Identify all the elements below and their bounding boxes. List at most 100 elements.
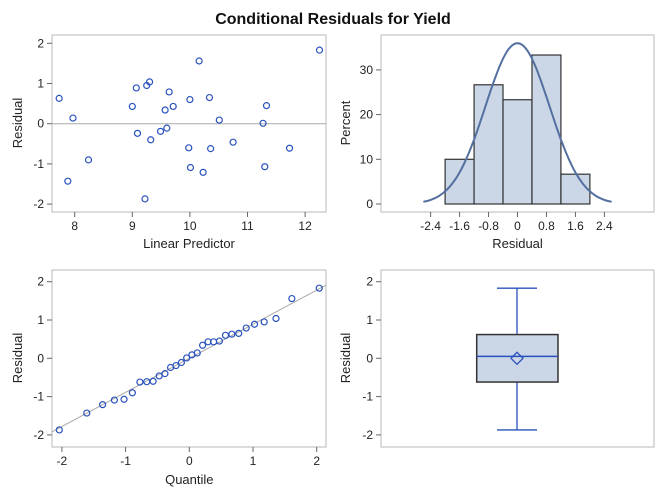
data-point (259, 119, 267, 127)
data-point (132, 84, 140, 92)
y-tick-label: 0 (366, 197, 373, 211)
x-tick-label: -1 (120, 454, 131, 468)
data-point (186, 163, 195, 172)
x-tick-label: 0 (514, 219, 521, 233)
qq-point (215, 337, 224, 345)
y-tick-label: 2 (37, 275, 44, 289)
qq-point (198, 341, 207, 349)
qq-point (172, 361, 180, 370)
y-axis-label: Residual (10, 98, 25, 149)
y-tick-label: -2 (33, 197, 44, 211)
qq-point (128, 389, 137, 397)
mean-diamond-marker (510, 351, 524, 366)
x-tick-label: 0 (186, 454, 193, 468)
y-tick-label: 1 (37, 313, 44, 327)
x-tick-label: 2 (313, 454, 320, 468)
qq-point (183, 354, 191, 362)
data-point (205, 93, 214, 102)
data-point (195, 57, 203, 65)
data-point (186, 95, 194, 104)
y-tick-label: 10 (360, 152, 374, 166)
qq-point (315, 284, 323, 292)
histogram-bar (531, 54, 562, 205)
data-point (145, 78, 154, 86)
qq-point (161, 370, 169, 378)
x-tick-label: 1 (250, 454, 257, 468)
data-point (199, 168, 207, 176)
histogram-bar (502, 99, 533, 205)
data-point (169, 102, 177, 111)
y-axis-label: Residual (10, 333, 25, 384)
data-point (156, 127, 165, 135)
qq-point (149, 377, 157, 385)
y-tick-label: 1 (366, 313, 373, 327)
x-tick-label: -2 (57, 454, 68, 468)
x-tick-label: 12 (298, 219, 312, 233)
normal-density-curve (423, 42, 612, 203)
qq-point (177, 358, 185, 367)
data-point (285, 144, 294, 152)
data-point (185, 144, 193, 152)
y-tick-label: 2 (37, 36, 44, 50)
data-point (165, 88, 173, 96)
y-tick-label: 0 (366, 351, 373, 365)
y-tick-label: 20 (360, 108, 374, 122)
data-point (207, 145, 215, 153)
x-tick-label: 11 (241, 219, 254, 233)
y-tick-label: -1 (362, 390, 373, 404)
qq-plot: -2 -1 0 1 2 Residual -2 -1 0 1 2 Quantile (10, 269, 327, 487)
qq-point (228, 330, 236, 338)
y-tick-label: 0 (37, 117, 44, 131)
residual-boxplot: -2 -1 0 1 2 Residual (338, 269, 655, 448)
panel-title: Conditional Residuals for Yield (215, 11, 451, 28)
data-point (64, 177, 72, 185)
qq-point (288, 294, 296, 303)
y-tick-label: 1 (37, 77, 44, 91)
data-point (128, 102, 136, 111)
qq-point (83, 409, 91, 417)
qq-point (242, 324, 250, 332)
x-tick-label: 1.6 (567, 219, 584, 233)
y-tick-label: -1 (33, 390, 44, 404)
x-tick-label: 0.8 (538, 219, 555, 233)
y-tick-label: -2 (33, 428, 44, 442)
qq-point (250, 320, 259, 328)
qq-point (260, 318, 268, 326)
x-tick-label: -0.8 (478, 219, 499, 233)
data-point (141, 195, 149, 203)
x-axis-label: Residual (492, 236, 543, 251)
data-point (261, 163, 269, 171)
x-tick-label: 10 (183, 219, 197, 233)
y-axis-label: Residual (338, 333, 353, 384)
data-point (161, 106, 169, 114)
x-tick-label: 9 (129, 219, 136, 233)
qq-point (120, 395, 128, 403)
x-axis-label: Linear Predictor (143, 236, 235, 251)
x-tick-label: -1.6 (449, 219, 470, 233)
data-point (262, 102, 271, 110)
histogram-bar (473, 84, 504, 205)
data-point (215, 116, 223, 124)
x-tick-label: 2.4 (596, 219, 613, 233)
y-tick-label: -2 (362, 428, 373, 442)
data-point (163, 124, 171, 132)
qq-point (221, 331, 230, 339)
y-tick-label: 0 (37, 351, 44, 365)
data-point (84, 156, 93, 164)
qq-point (55, 426, 63, 434)
qq-point (272, 314, 280, 323)
data-point (229, 138, 237, 146)
reference-line (51, 284, 327, 433)
interquartile-box (475, 333, 559, 383)
data-point (147, 136, 155, 144)
data-point (69, 114, 77, 122)
y-tick-label: 2 (366, 275, 373, 289)
histogram-bar (560, 173, 591, 205)
data-point (133, 129, 142, 137)
histogram-bar (444, 158, 475, 205)
qq-point (235, 329, 243, 338)
y-axis-label: Percent (338, 100, 353, 145)
x-axis-label: Quantile (165, 472, 213, 487)
